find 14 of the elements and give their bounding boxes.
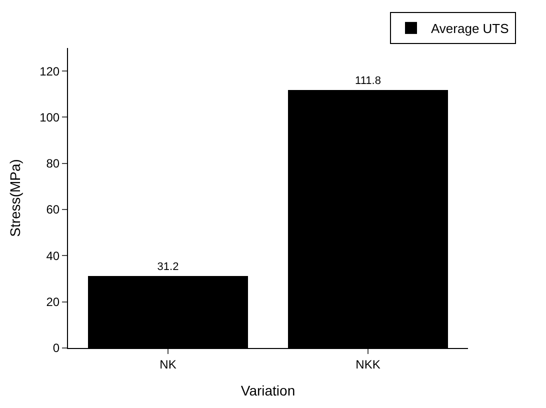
y-tick-label: 100 (40, 110, 60, 124)
data-label: 111.8 (355, 75, 381, 87)
y-tick-label: 40 (46, 248, 60, 263)
legend-label: Average UTS (431, 21, 510, 36)
x-axis-title: Variation (240, 382, 296, 399)
data-label: 31.2 (157, 261, 179, 273)
x-tick-label: NK (160, 357, 176, 372)
y-tick-label: 0 (52, 341, 60, 356)
y-tick-label: 80 (46, 156, 60, 171)
y-tick-label: 60 (46, 202, 60, 217)
x-tick-label: NKK (356, 357, 380, 372)
y-axis-title: Stress(MPa) (7, 159, 24, 237)
y-tick-label: 20 (46, 295, 60, 310)
y-tick-label: 120 (40, 64, 60, 78)
